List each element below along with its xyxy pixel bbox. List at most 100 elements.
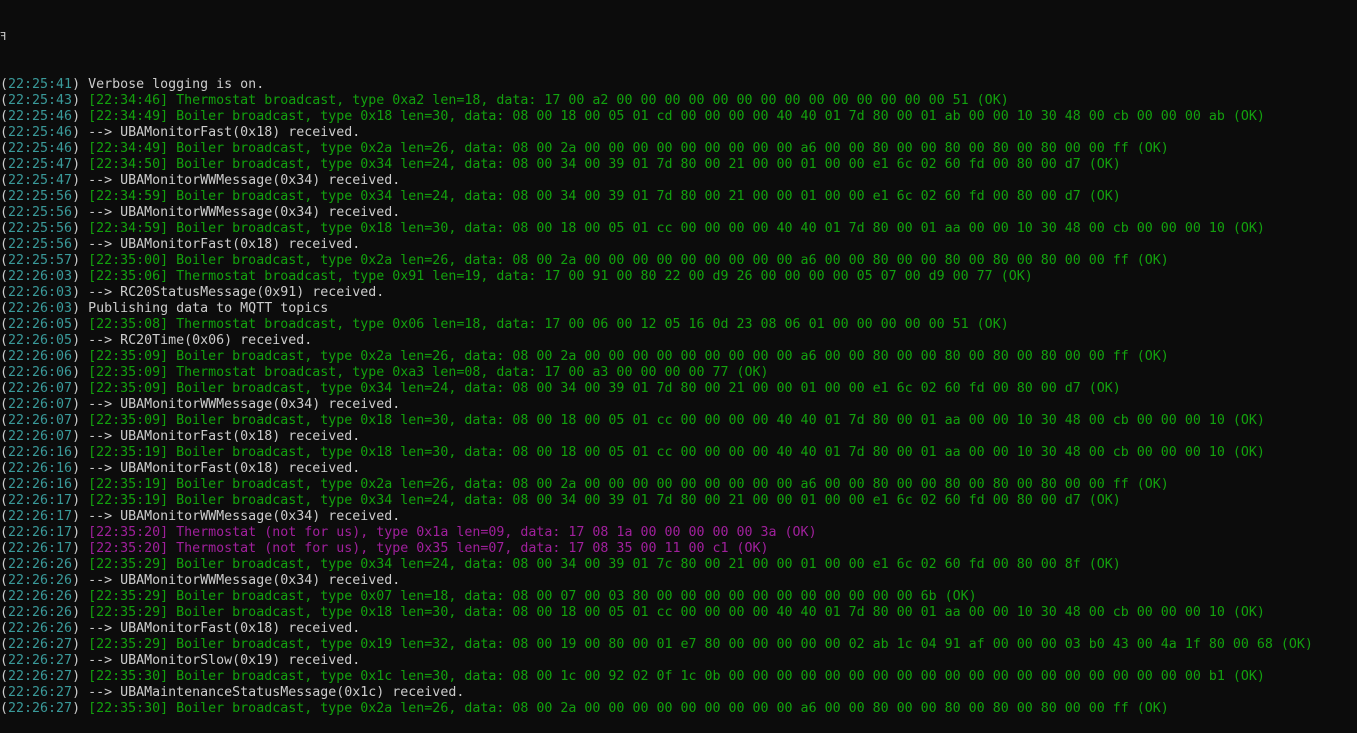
paren-close: ) bbox=[72, 509, 89, 524]
log-timestamp: 22:25:56 bbox=[8, 221, 73, 236]
log-message: [22:35:09] Boiler broadcast, type 0x2a l… bbox=[88, 349, 1169, 364]
log-line: (22:26:26) --> UBAMonitorFast(0x18) rece… bbox=[0, 621, 1313, 637]
log-message: [22:35:09] Thermostat broadcast, type 0x… bbox=[88, 365, 769, 380]
paren-open: ( bbox=[0, 285, 9, 300]
paren-close: ) bbox=[72, 253, 89, 268]
log-timestamp: 22:25:57 bbox=[8, 253, 73, 268]
log-message: [22:34:49] Boiler broadcast, type 0x2a l… bbox=[88, 141, 1169, 156]
log-message: --> UBAMonitorWWMessage(0x34) received. bbox=[88, 173, 401, 188]
log-line: (22:26:17) --> UBAMonitorWWMessage(0x34)… bbox=[0, 509, 1313, 525]
paren-close: ) bbox=[72, 285, 89, 300]
log-message: --> UBAMonitorFast(0x18) received. bbox=[88, 461, 361, 476]
paren-close: ) bbox=[72, 429, 89, 444]
log-line: (22:26:07) --> UBAMonitorFast(0x18) rece… bbox=[0, 429, 1313, 445]
log-line: (22:26:07) [22:35:09] Boiler broadcast, … bbox=[0, 381, 1313, 397]
paren-close: ) bbox=[72, 493, 89, 508]
log-line: (22:25:56) --> UBAMonitorFast(0x18) rece… bbox=[0, 237, 1313, 253]
paren-open: ( bbox=[0, 173, 9, 188]
log-message: [22:35:29] Boiler broadcast, type 0x19 l… bbox=[88, 637, 1313, 652]
paren-close: ) bbox=[72, 157, 89, 172]
log-timestamp: 22:25:56 bbox=[8, 189, 73, 204]
log-message: --> RC20StatusMessage(0x91) received. bbox=[88, 285, 385, 300]
paren-close: ) bbox=[72, 237, 89, 252]
log-message: --> UBAMonitorWWMessage(0x34) received. bbox=[88, 573, 401, 588]
log-message: [22:35:08] Thermostat broadcast, type 0x… bbox=[88, 317, 1009, 332]
log-line: (22:25:46) --> UBAMonitorFast(0x18) rece… bbox=[0, 125, 1313, 141]
paren-open: ( bbox=[0, 701, 9, 716]
paren-open: ( bbox=[0, 109, 9, 124]
paren-close: ) bbox=[72, 333, 89, 348]
paren-close: ) bbox=[72, 365, 89, 380]
log-timestamp: 22:26:26 bbox=[8, 621, 73, 636]
paren-close: ) bbox=[72, 621, 89, 636]
log-line: (22:26:26) [22:35:29] Boiler broadcast, … bbox=[0, 605, 1313, 621]
log-timestamp: 22:25:43 bbox=[8, 93, 73, 108]
log-timestamp: 22:25:46 bbox=[8, 125, 73, 140]
log-message: [22:35:30] Boiler broadcast, type 0x2a l… bbox=[88, 701, 1169, 716]
log-timestamp: 22:26:16 bbox=[8, 477, 73, 492]
paren-close: ) bbox=[72, 317, 89, 332]
paren-close: ) bbox=[72, 557, 89, 572]
log-line: (22:25:43) [22:34:46] Thermostat broadca… bbox=[0, 93, 1313, 109]
log-timestamp: 22:25:56 bbox=[8, 237, 73, 252]
log-line: (22:26:16) --> UBAMonitorFast(0x18) rece… bbox=[0, 461, 1313, 477]
paren-open: ( bbox=[0, 93, 9, 108]
paren-open: ( bbox=[0, 557, 9, 572]
log-line: (22:26:27) [22:35:30] Boiler broadcast, … bbox=[0, 669, 1313, 685]
log-line: (22:26:27) [22:35:30] Boiler broadcast, … bbox=[0, 701, 1313, 717]
paren-open: ( bbox=[0, 541, 9, 556]
paren-close: ) bbox=[72, 701, 89, 716]
log-timestamp: 22:26:27 bbox=[8, 701, 73, 716]
paren-close: ) bbox=[72, 221, 89, 236]
log-message: [22:35:19] Boiler broadcast, type 0x34 l… bbox=[88, 493, 1121, 508]
log-message: --> UBAMonitorFast(0x18) received. bbox=[88, 429, 361, 444]
log-message: --> UBAMonitorFast(0x18) received. bbox=[88, 621, 361, 636]
log-message: [22:34:50] Boiler broadcast, type 0x34 l… bbox=[88, 157, 1121, 172]
log-line: (22:26:07) --> UBAMonitorWWMessage(0x34)… bbox=[0, 397, 1313, 413]
paren-open: ( bbox=[0, 589, 9, 604]
log-message: --> UBAMonitorFast(0x18) received. bbox=[88, 125, 361, 140]
log-line: (22:25:41) Verbose logging is on. bbox=[0, 77, 1313, 93]
paren-close: ) bbox=[72, 413, 89, 428]
paren-close: ) bbox=[72, 669, 89, 684]
paren-open: ( bbox=[0, 77, 9, 92]
log-line: (22:25:46) [22:34:49] Boiler broadcast, … bbox=[0, 109, 1313, 125]
log-timestamp: 22:25:47 bbox=[8, 157, 73, 172]
log-timestamp: 22:26:03 bbox=[8, 301, 73, 316]
paren-close: ) bbox=[72, 541, 89, 556]
log-line: (22:26:03) Publishing data to MQTT topic… bbox=[0, 301, 1313, 317]
paren-close: ) bbox=[72, 93, 89, 108]
log-timestamp: 22:26:05 bbox=[8, 317, 73, 332]
terminal-output[interactable]: ꟻ (22:25:41) Verbose logging is on. (22:2… bbox=[0, 0, 1313, 733]
log-line: (22:26:26) [22:35:29] Boiler broadcast, … bbox=[0, 589, 1313, 605]
paren-open: ( bbox=[0, 477, 9, 492]
paren-open: ( bbox=[0, 445, 9, 460]
log-timestamp: 22:26:26 bbox=[8, 557, 73, 572]
paren-close: ) bbox=[72, 589, 89, 604]
log-message: [22:35:20] Thermostat (not for us), type… bbox=[88, 541, 769, 556]
paren-close: ) bbox=[72, 269, 89, 284]
log-timestamp: 22:26:05 bbox=[8, 333, 73, 348]
log-message: [22:34:46] Thermostat broadcast, type 0x… bbox=[88, 93, 1009, 108]
log-line: (22:26:03) [22:35:06] Thermostat broadca… bbox=[0, 269, 1313, 285]
paren-open: ( bbox=[0, 349, 9, 364]
paren-close: ) bbox=[72, 605, 89, 620]
log-line: (22:25:56) [22:34:59] Boiler broadcast, … bbox=[0, 189, 1313, 205]
log-timestamp: 22:26:06 bbox=[8, 349, 73, 364]
log-message: [22:35:09] Boiler broadcast, type 0x18 l… bbox=[88, 413, 1265, 428]
log-message: [22:34:59] Boiler broadcast, type 0x18 l… bbox=[88, 221, 1265, 236]
paren-open: ( bbox=[0, 301, 9, 316]
log-line: (22:26:16) [22:35:19] Boiler broadcast, … bbox=[0, 477, 1313, 493]
log-timestamp: 22:26:17 bbox=[8, 541, 73, 556]
log-timestamp: 22:26:27 bbox=[8, 653, 73, 668]
log-line: (22:26:27) --> UBAMonitorSlow(0x19) rece… bbox=[0, 653, 1313, 669]
paren-close: ) bbox=[72, 461, 89, 476]
paren-close: ) bbox=[72, 205, 89, 220]
paren-close: ) bbox=[72, 141, 89, 156]
paren-close: ) bbox=[72, 381, 89, 396]
paren-close: ) bbox=[72, 637, 89, 652]
log-line: (22:26:05) [22:35:08] Thermostat broadca… bbox=[0, 317, 1313, 333]
log-message: [22:35:00] Boiler broadcast, type 0x2a l… bbox=[88, 253, 1169, 268]
paren-open: ( bbox=[0, 253, 9, 268]
paren-close: ) bbox=[72, 477, 89, 492]
